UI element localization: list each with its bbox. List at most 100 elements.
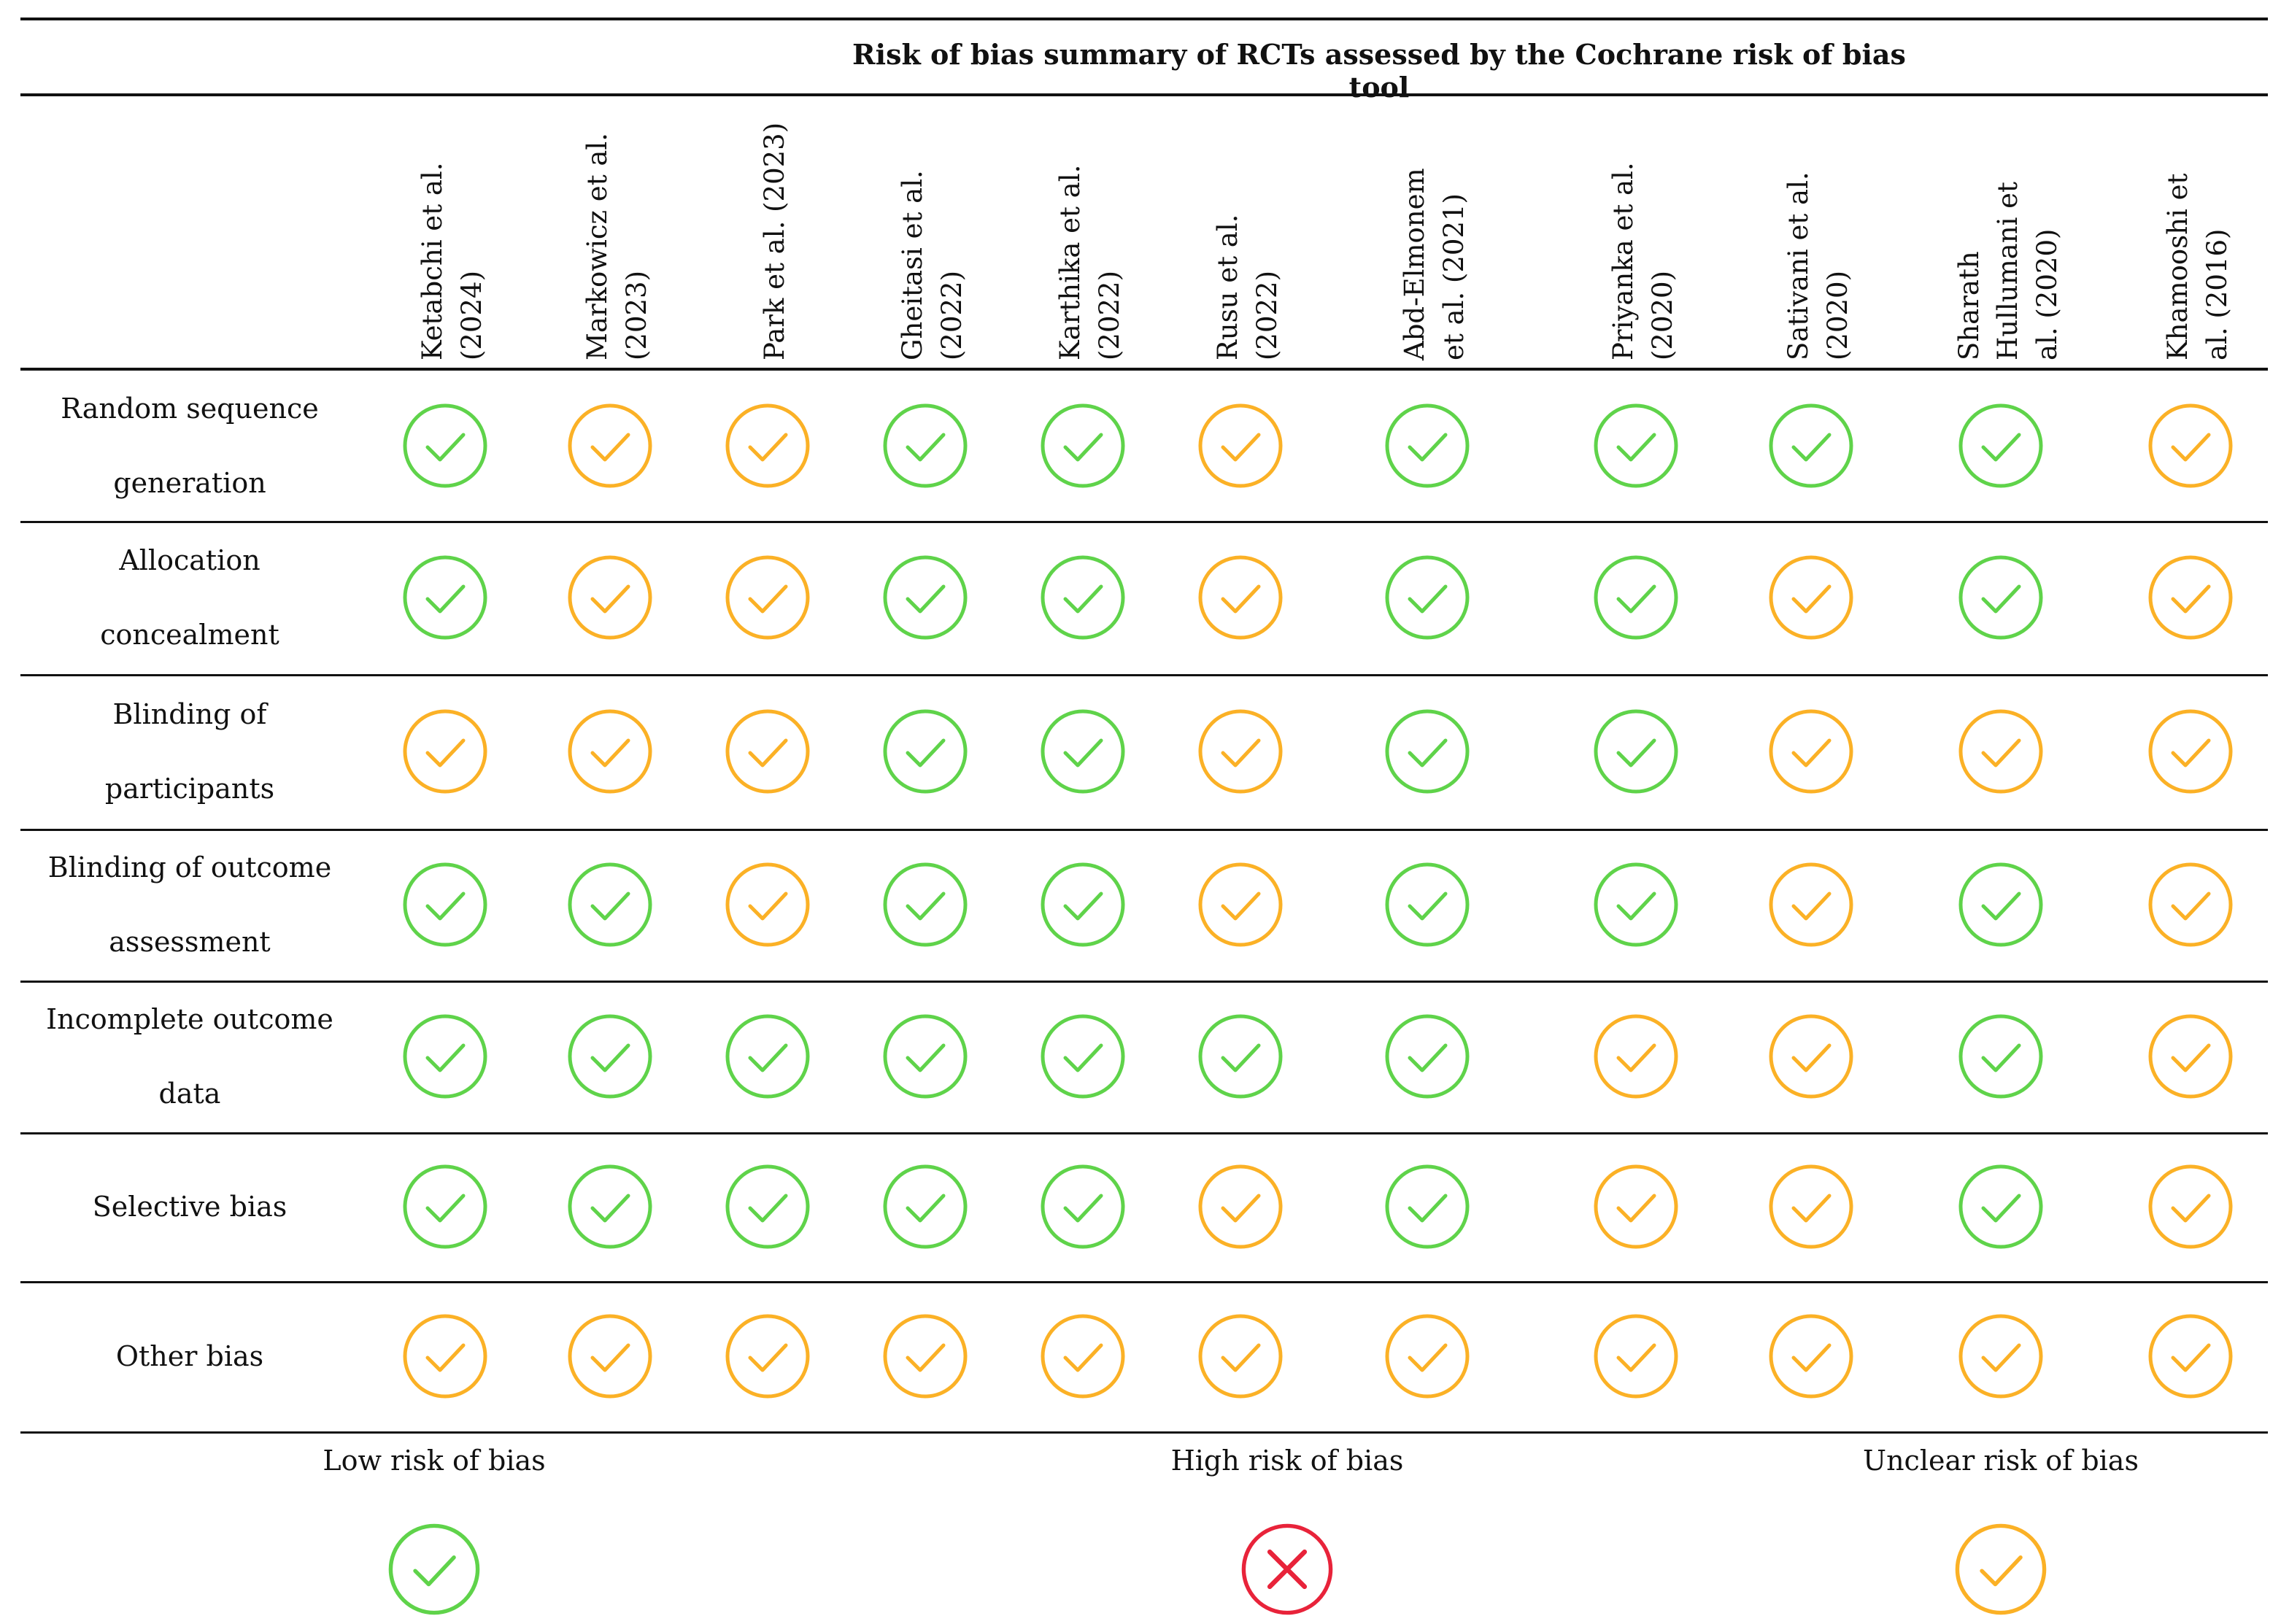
- low-risk-check-icon: [1383, 1013, 1471, 1100]
- domain-label-line1: Selective bias: [92, 1191, 287, 1223]
- unclear-risk-check-icon: [1592, 1312, 1680, 1400]
- low-risk-check-icon: [1592, 554, 1680, 641]
- study-header: Abd-Elmonem et al. (2021): [1376, 105, 1493, 360]
- study-header: Rusu et al. (2022): [1189, 105, 1306, 360]
- unclear-risk-check-icon: [1957, 708, 2045, 795]
- domain-label-line1: Allocation: [119, 544, 260, 576]
- unclear-risk-check-icon: [1197, 861, 1284, 948]
- study-name-line2: (2022): [1251, 270, 1283, 360]
- study-name-line2: (2020): [1647, 270, 1678, 360]
- low-risk-check-icon: [1592, 402, 1680, 490]
- domain-label-line2: data: [158, 1078, 221, 1110]
- unclear-risk-check-icon: [1767, 861, 1855, 948]
- study-header: Gheitasi et al. (2022): [874, 105, 991, 360]
- low-risk-check-icon: [401, 402, 489, 490]
- domain-label: Random sequence generation: [29, 371, 350, 521]
- study-header: Markowicz et al. (2023): [559, 105, 676, 360]
- low-risk-check-icon: [1767, 402, 1855, 490]
- low-risk-check-icon: [881, 554, 969, 641]
- study-name-line1: Karthika et al.: [1054, 164, 1087, 360]
- study-name-line1: Ketabchi et al.: [417, 162, 449, 360]
- low-risk-check-icon: [1383, 1163, 1471, 1250]
- low-risk-check-icon: [1383, 554, 1471, 641]
- study-name-line1: Sativani et al.: [1783, 171, 1815, 360]
- study-name-line1: Markowicz et al.: [582, 133, 614, 360]
- legend-label: Unclear risk of bias: [1863, 1445, 2139, 1477]
- study-name-line2: (2022): [936, 270, 968, 360]
- low-risk-check-icon: [566, 861, 654, 948]
- low-risk-check-icon: [724, 1013, 811, 1100]
- legend-label: Low risk of bias: [323, 1445, 546, 1477]
- domain-label-line2: participants: [104, 773, 275, 805]
- low-risk-check-icon: [1039, 1163, 1127, 1250]
- row-rule: [20, 521, 2268, 523]
- low-risk-check-icon: [1592, 708, 1680, 795]
- check-circle-icon: [1953, 1522, 2048, 1617]
- row-rule: [20, 1431, 2268, 1434]
- low-risk-check-icon: [1039, 708, 1127, 795]
- domain-label: Blinding of outcome assessment: [29, 829, 350, 981]
- top-rule: [20, 18, 2268, 20]
- unclear-risk-check-icon: [566, 554, 654, 641]
- unclear-risk-check-icon: [566, 708, 654, 795]
- domain-label-line1: Blinding of outcome: [47, 851, 332, 883]
- low-risk-check-icon: [401, 1163, 489, 1250]
- unclear-risk-check-icon: [1767, 708, 1855, 795]
- domain-label-line1: Blinding of: [112, 698, 267, 730]
- low-risk-check-icon: [1957, 1163, 2045, 1250]
- unclear-risk-check-icon: [724, 861, 811, 948]
- low-risk-check-icon: [1039, 402, 1127, 490]
- study-name-line2: al. (2016): [2201, 228, 2233, 360]
- unclear-risk-check-icon: [1383, 1312, 1471, 1400]
- low-risk-check-icon: [881, 861, 969, 948]
- study-name-line1: Khamooshi et: [2162, 173, 2194, 360]
- unclear-risk-check-icon: [401, 1312, 489, 1400]
- row-rule: [20, 1132, 2268, 1134]
- unclear-risk-check-icon: [1197, 1312, 1284, 1400]
- unclear-risk-check-icon: [1592, 1013, 1680, 1100]
- low-risk-check-icon: [1039, 1013, 1127, 1100]
- domain-label: Incomplete outcome data: [29, 981, 350, 1132]
- low-risk-check-icon: [401, 1013, 489, 1100]
- unclear-risk-check-icon: [1197, 708, 1284, 795]
- study-name-line1: Gheitasi et al.: [897, 170, 929, 360]
- low-risk-check-icon: [566, 1163, 654, 1250]
- study-name-line2: Hullumani et: [1992, 182, 2024, 360]
- unclear-risk-check-icon: [724, 1312, 811, 1400]
- study-name-line2: et al. (2021): [1438, 193, 1470, 360]
- unclear-risk-check-icon: [1767, 1013, 1855, 1100]
- study-header: Sharath Hullumani et al. (2020): [1950, 105, 2066, 360]
- low-risk-check-icon: [1383, 861, 1471, 948]
- low-risk-check-icon: [1957, 554, 2045, 641]
- unclear-risk-check-icon: [1957, 1312, 2045, 1400]
- unclear-risk-check-icon: [2147, 861, 2234, 948]
- unclear-risk-check-icon: [1767, 554, 1855, 641]
- unclear-risk-check-icon: [2147, 1312, 2234, 1400]
- low-risk-check-icon: [724, 1163, 811, 1250]
- domain-label-line1: Other bias: [115, 1340, 264, 1372]
- domain-label: Allocation concealment: [29, 521, 350, 674]
- study-header: Priyanka et al. (2020): [1585, 105, 1702, 360]
- unclear-risk-check-icon: [1197, 1163, 1284, 1250]
- low-risk-check-icon: [881, 402, 969, 490]
- row-rule: [20, 1281, 2268, 1283]
- low-risk-check-icon: [1197, 1013, 1284, 1100]
- low-risk-check-icon: [1039, 861, 1127, 948]
- header-bottom-rule: [20, 368, 2268, 371]
- unclear-risk-check-icon: [1767, 1312, 1855, 1400]
- domain-label: Other bias: [29, 1281, 350, 1431]
- check-circle-icon: [387, 1522, 482, 1617]
- study-name-line2: (2022): [1094, 270, 1125, 360]
- legend-label: High risk of bias: [1170, 1445, 1404, 1477]
- study-name-line2: (2020): [1822, 270, 1853, 360]
- study-header: Park et al. (2023): [717, 105, 833, 360]
- unclear-risk-check-icon: [724, 554, 811, 641]
- unclear-risk-check-icon: [2147, 554, 2234, 641]
- unclear-risk-check-icon: [566, 402, 654, 490]
- low-risk-check-icon: [1039, 554, 1127, 641]
- x-circle-icon: [1240, 1522, 1335, 1617]
- low-risk-check-icon: [401, 861, 489, 948]
- unclear-risk-check-icon: [2147, 1163, 2234, 1250]
- study-header: Ketabchi et al. (2024): [394, 105, 511, 360]
